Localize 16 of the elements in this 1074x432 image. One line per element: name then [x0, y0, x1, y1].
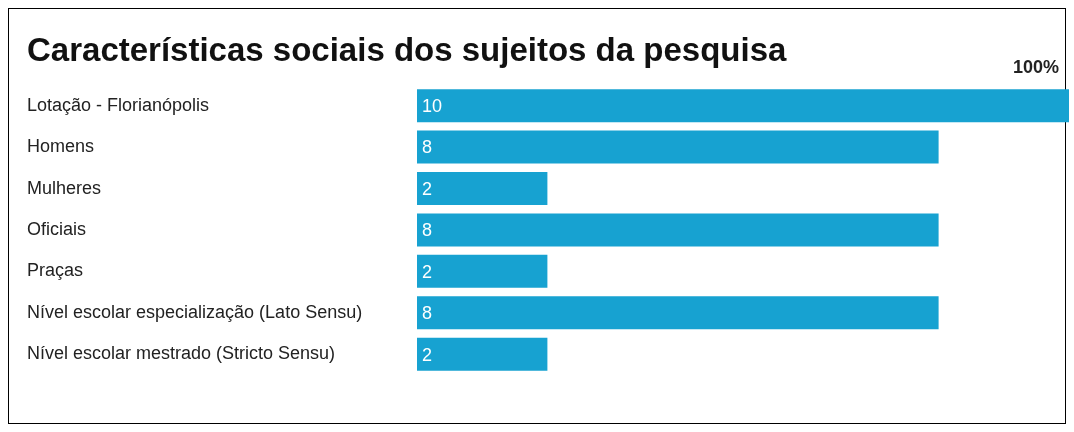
- data-label: 2: [422, 344, 433, 365]
- text: 100%: [1012, 57, 1059, 78]
- data-label: 10: [422, 96, 443, 117]
- chart-title: Características sociais dos sujeitos da pesquisa: [27, 31, 787, 69]
- data-label: 8: [422, 137, 433, 158]
- data-label: 8: [422, 220, 433, 241]
- y-tick-label: Praças: [27, 260, 84, 281]
- y-tick-label: Nível escolar especialização (Lato Sensu): [27, 301, 363, 322]
- data-label: 2: [422, 261, 433, 282]
- y-tick-label: Oficiais: [27, 219, 87, 239]
- y-tick-label: Lotação - Florianópolis: [27, 94, 210, 115]
- y-tick-label: Homens: [27, 136, 95, 157]
- data-label: 8: [422, 303, 433, 324]
- y-tick-label: Nível escolar mestrado (Stricto Sensu): [27, 343, 336, 364]
- data-label: 2: [422, 178, 433, 199]
- y-tick-label: Mulheres: [27, 177, 102, 198]
